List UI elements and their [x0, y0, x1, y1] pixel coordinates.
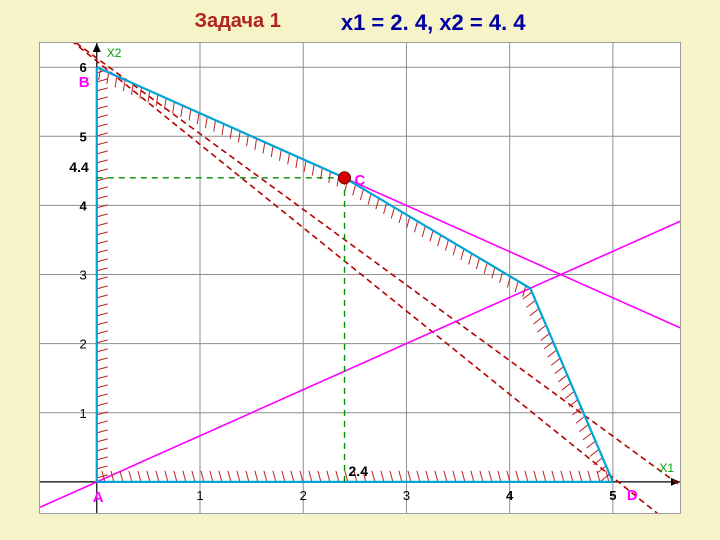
svg-text:1: 1 — [80, 406, 87, 421]
svg-text:1: 1 — [196, 488, 203, 503]
svg-text:4: 4 — [506, 488, 514, 503]
svg-text:D: D — [627, 487, 638, 504]
solution-text: x1 = 2. 4, x2 = 4. 4 — [341, 10, 526, 36]
plot-svg: 2.4 4.4 1 2 3 4 5 1 2 3 4 5 6 X1 X2 A B C D — [40, 43, 680, 513]
svg-text:X1: X1 — [659, 461, 674, 475]
problem-title: Задача 1 — [194, 10, 280, 36]
svg-text:3: 3 — [403, 488, 410, 503]
svg-text:5: 5 — [609, 488, 616, 503]
svg-text:2: 2 — [300, 488, 307, 503]
svg-text:C: C — [355, 172, 366, 189]
svg-text:4.4: 4.4 — [69, 159, 89, 175]
lp-plot: 2.4 4.4 1 2 3 4 5 1 2 3 4 5 6 X1 X2 A B C D — [39, 42, 681, 514]
svg-text:2.4: 2.4 — [349, 463, 369, 479]
svg-text:A: A — [93, 489, 104, 506]
svg-text:2: 2 — [80, 337, 87, 352]
svg-text:B: B — [79, 74, 90, 91]
svg-text:4: 4 — [80, 198, 88, 213]
svg-text:6: 6 — [80, 60, 87, 75]
svg-text:5: 5 — [80, 129, 87, 144]
svg-text:X2: X2 — [107, 46, 122, 60]
svg-text:3: 3 — [80, 268, 87, 283]
